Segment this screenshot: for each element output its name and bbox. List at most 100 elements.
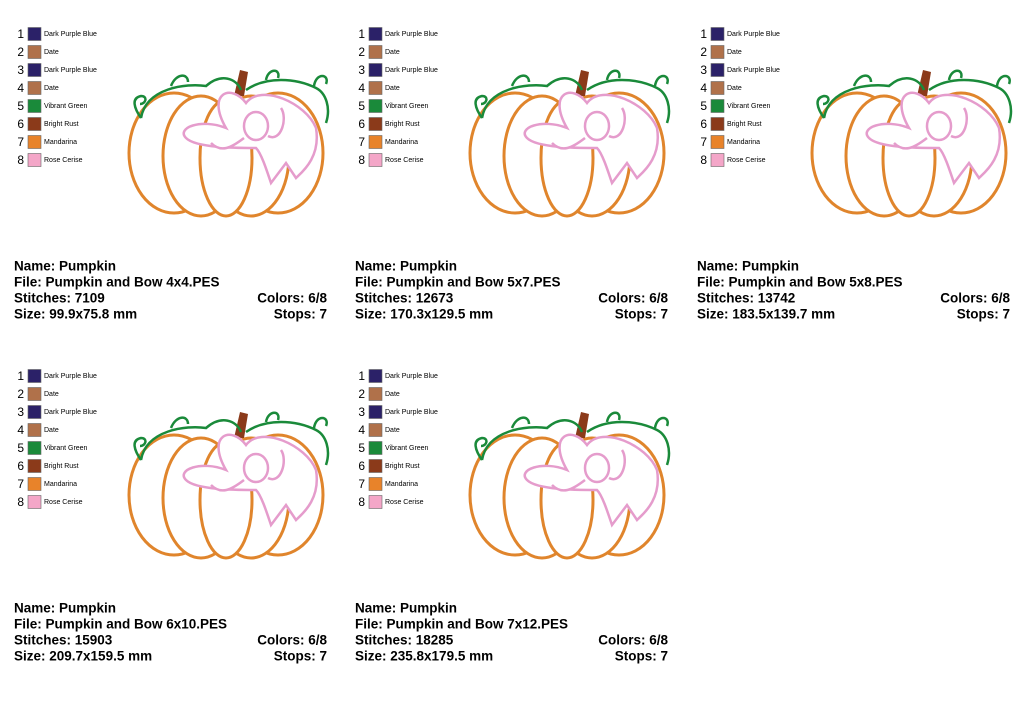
thread-swatch [368, 459, 383, 473]
thread-number: 4 [17, 81, 24, 95]
thread-name: Dark Purple Blue [44, 373, 97, 380]
thread-number: 3 [17, 405, 24, 419]
thread-name: Rose Cerise [385, 499, 424, 506]
thread-swatch [27, 63, 42, 77]
thread-swatch [27, 99, 42, 113]
thread-swatch [27, 423, 42, 437]
thread-swatch [27, 459, 42, 473]
thread-number: 8 [17, 495, 24, 509]
design-file: File: Pumpkin and Bow 5x8.PES [697, 275, 903, 290]
thread-number: 6 [700, 117, 707, 131]
thread-name: Rose Cerise [44, 157, 83, 164]
design-colors: Colors: 6/8 [257, 291, 327, 306]
thread-number: 7 [700, 135, 707, 149]
design-name: Name: Pumpkin [355, 601, 457, 616]
design-file: File: Pumpkin and Bow 7x12.PES [355, 617, 568, 632]
design-size: Size: 99.9x75.8 mm [14, 307, 137, 322]
thread-name: Vibrant Green [385, 445, 429, 452]
design-name: Name: Pumpkin [14, 601, 116, 616]
thread-swatch [368, 27, 383, 41]
thread-swatch [710, 27, 725, 41]
design-name: Name: Pumpkin [697, 259, 799, 274]
design-stitches: Stitches: 15903 [14, 633, 113, 648]
thread-swatch [368, 81, 383, 95]
thread-number: 2 [358, 45, 365, 59]
thread-name: Vibrant Green [727, 103, 771, 110]
design-card: 1 Dark Purple Blue 2 Date 3 Dark Purple Blue 4… [697, 27, 1013, 322]
thread-name: Date [385, 391, 400, 398]
thread-number: 4 [358, 423, 365, 437]
thread-number: 8 [358, 495, 365, 509]
thread-number: 2 [17, 45, 24, 59]
design-stops: Stops: 7 [615, 307, 668, 322]
pumpkin-design [127, 68, 330, 218]
thread-name: Date [385, 49, 400, 56]
thread-swatch [368, 387, 383, 401]
pumpkin-design [468, 410, 671, 560]
design-size: Size: 170.3x129.5 mm [355, 307, 493, 322]
thread-swatch [710, 153, 725, 167]
thread-name: Bright Rust [385, 463, 420, 470]
thread-name: Bright Rust [44, 463, 79, 470]
thread-swatch [368, 441, 383, 455]
thread-name: Bright Rust [44, 121, 79, 128]
design-stops: Stops: 7 [615, 649, 668, 664]
thread-name: Bright Rust [385, 121, 420, 128]
thread-swatch [710, 117, 725, 131]
thread-number: 5 [358, 441, 365, 455]
thread-number: 8 [17, 153, 24, 167]
thread-name: Date [727, 85, 742, 92]
thread-number: 5 [700, 99, 707, 113]
thread-name: Date [44, 85, 59, 92]
design-card: 1 Dark Purple Blue 2 Date 3 Dark Purple Blue 4… [14, 27, 330, 322]
thread-number: 1 [700, 27, 707, 41]
thread-name: Dark Purple Blue [385, 67, 438, 74]
thread-name: Date [44, 427, 59, 434]
thread-name: Date [44, 49, 59, 56]
thread-name: Bright Rust [727, 121, 762, 128]
design-stops: Stops: 7 [274, 649, 327, 664]
design-stitches: Stitches: 12673 [355, 291, 454, 306]
thread-name: Mandarina [385, 481, 418, 488]
design-colors: Colors: 6/8 [940, 291, 1010, 306]
thread-number: 1 [17, 27, 24, 41]
design-colors: Colors: 6/8 [598, 633, 668, 648]
thread-swatch [710, 99, 725, 113]
thread-swatch [27, 477, 42, 491]
thread-name: Dark Purple Blue [44, 31, 97, 38]
thread-swatch [710, 63, 725, 77]
thread-swatch [368, 477, 383, 491]
thread-name: Dark Purple Blue [385, 373, 438, 380]
thread-swatch [368, 423, 383, 437]
thread-name: Mandarina [385, 139, 418, 146]
thread-number: 2 [17, 387, 24, 401]
design-stops: Stops: 7 [957, 307, 1010, 322]
thread-name: Vibrant Green [44, 445, 88, 452]
thread-number: 5 [358, 99, 365, 113]
thread-name: Mandarina [44, 139, 77, 146]
thread-name: Dark Purple Blue [727, 67, 780, 74]
thread-number: 1 [358, 27, 365, 41]
thread-swatch [368, 369, 383, 383]
thread-swatch [368, 135, 383, 149]
design-file: File: Pumpkin and Bow 6x10.PES [14, 617, 227, 632]
thread-number: 4 [358, 81, 365, 95]
design-name: Name: Pumpkin [355, 259, 457, 274]
design-colors: Colors: 6/8 [257, 633, 327, 648]
thread-name: Date [385, 85, 400, 92]
thread-name: Rose Cerise [727, 157, 766, 164]
design-card: 1 Dark Purple Blue 2 Date 3 Dark Purple Blue 4… [355, 369, 671, 664]
thread-swatch [27, 369, 42, 383]
thread-number: 8 [358, 153, 365, 167]
thread-name: Vibrant Green [44, 103, 88, 110]
thread-name: Date [727, 49, 742, 56]
design-name: Name: Pumpkin [14, 259, 116, 274]
design-card: 1 Dark Purple Blue 2 Date 3 Dark Purple Blue 4… [355, 27, 671, 322]
thread-number: 1 [17, 369, 24, 383]
thread-number: 7 [358, 135, 365, 149]
thread-swatch [368, 63, 383, 77]
thread-swatch [710, 45, 725, 59]
thread-name: Mandarina [727, 139, 760, 146]
design-stitches: Stitches: 18285 [355, 633, 454, 648]
design-colors: Colors: 6/8 [598, 291, 668, 306]
